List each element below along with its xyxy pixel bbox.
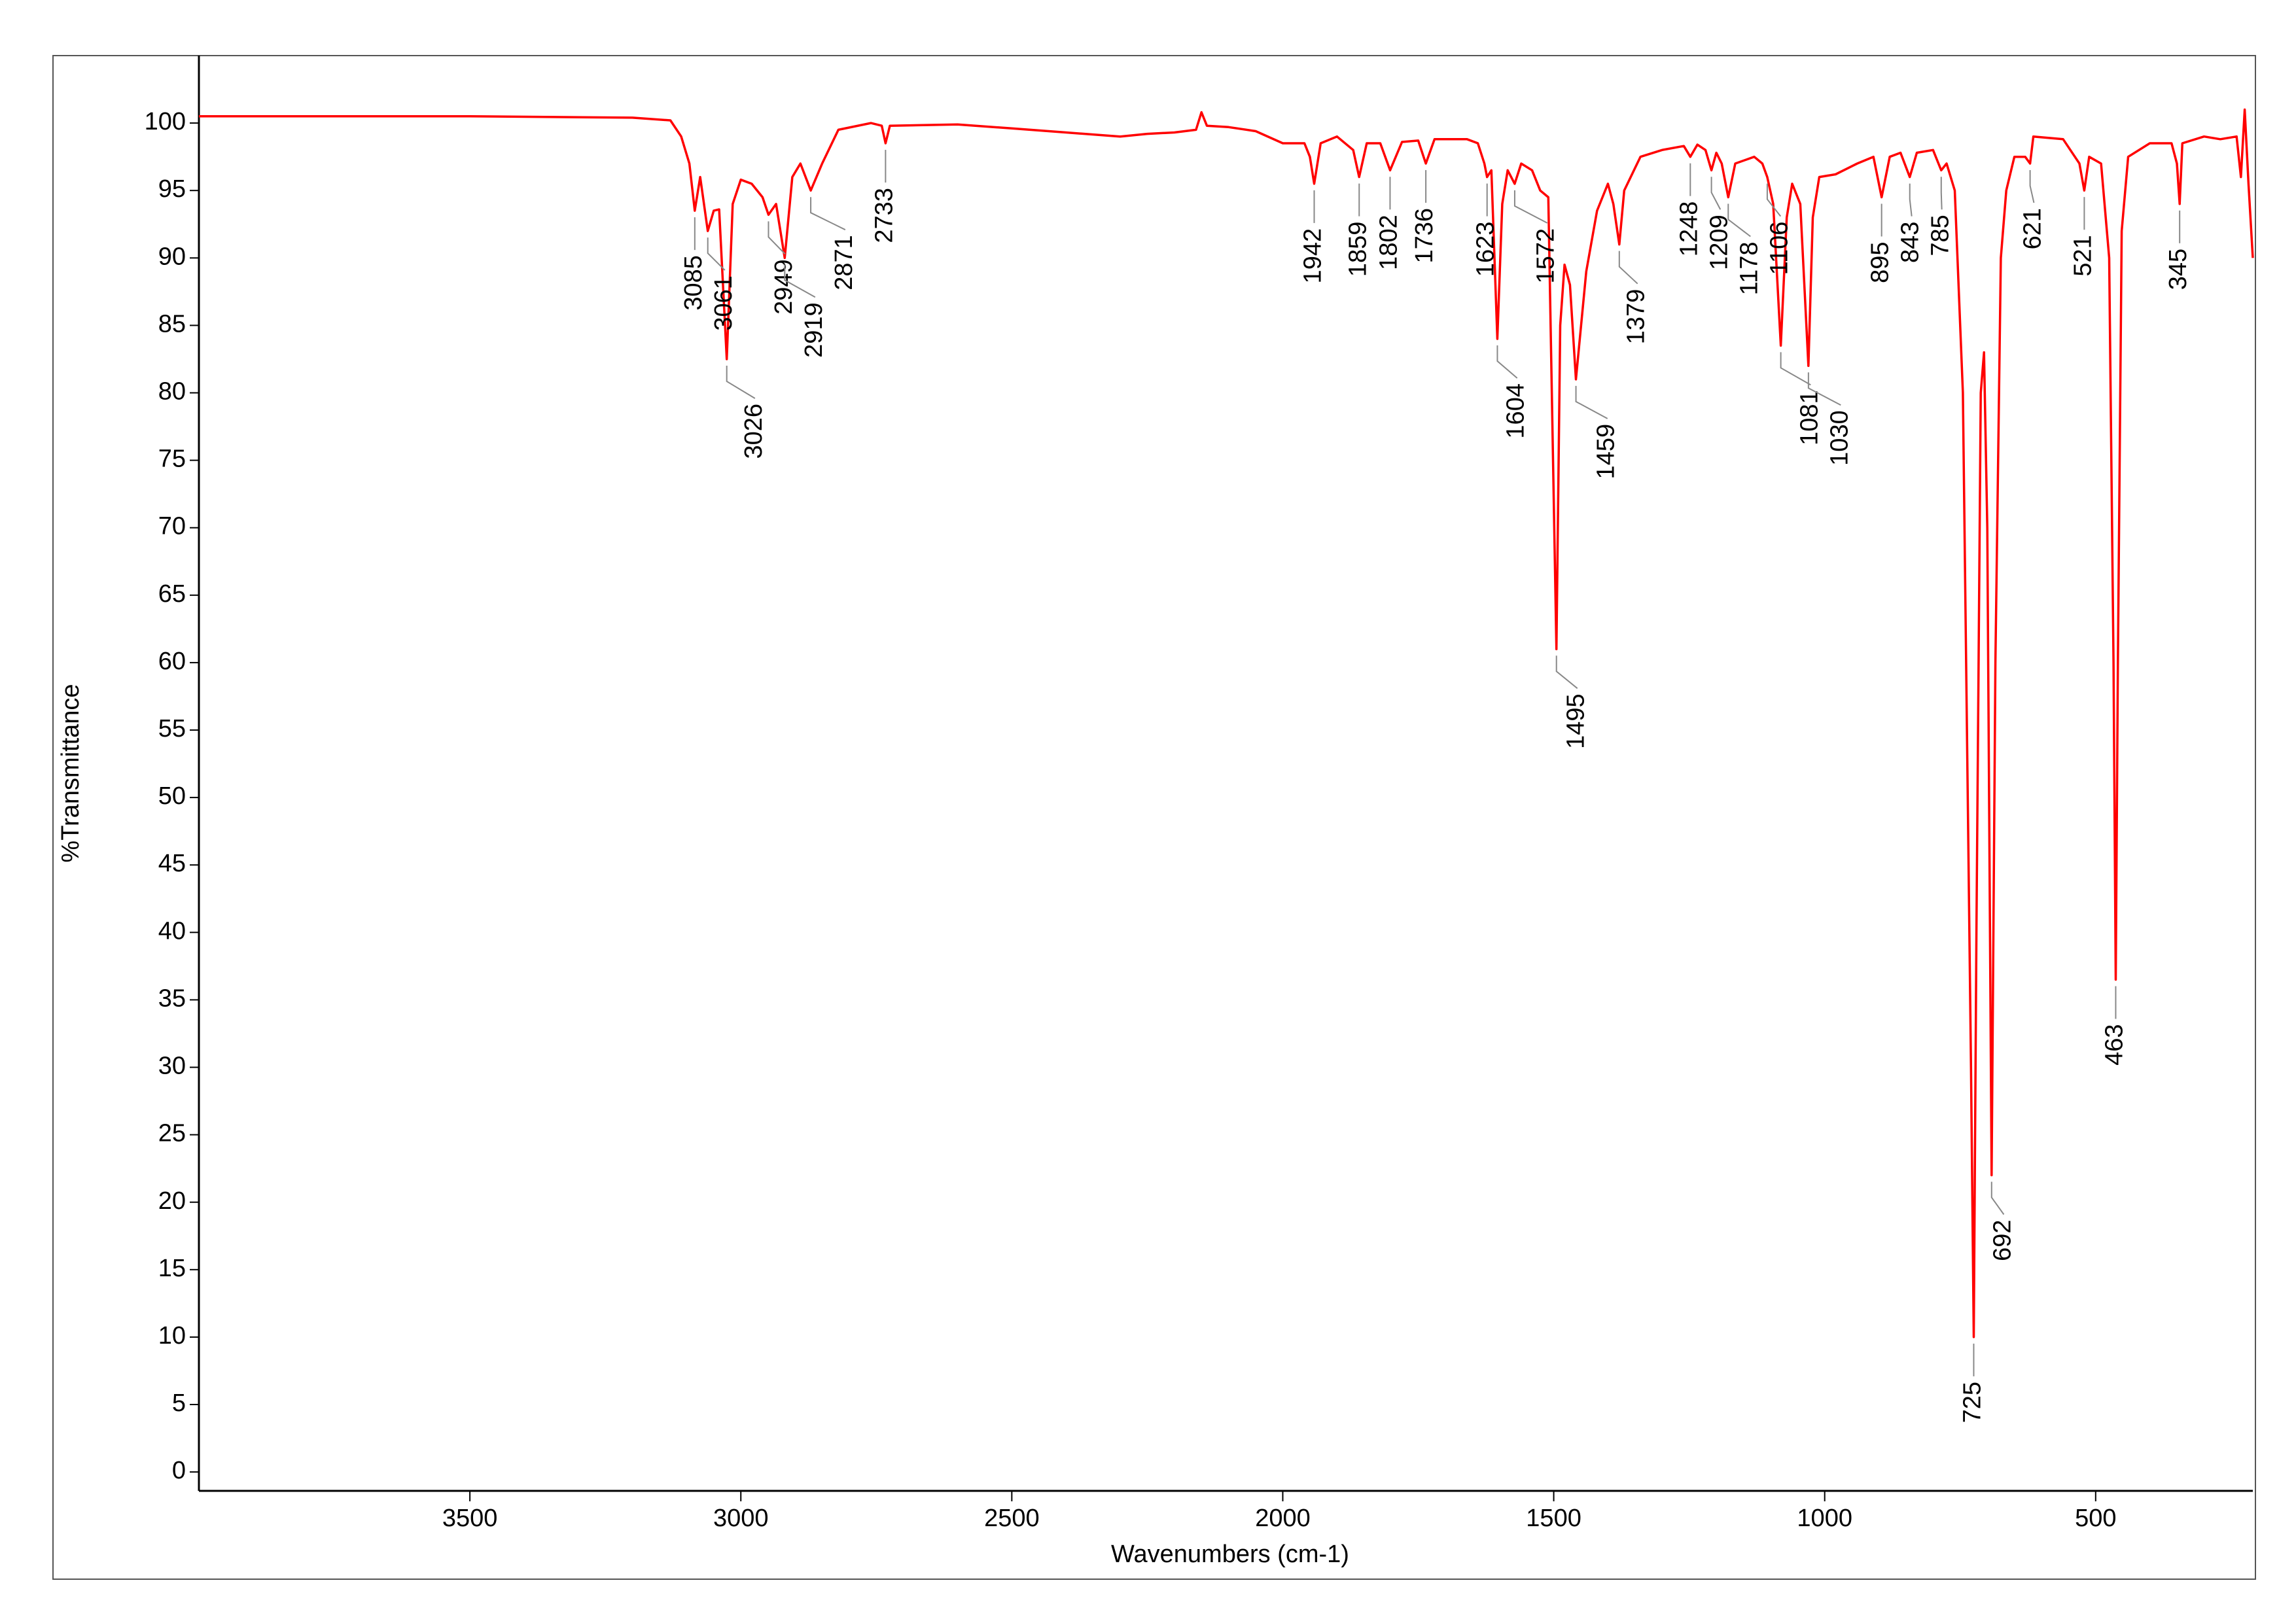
y-tick-label: 35: [158, 985, 186, 1012]
peak-label: 2949: [770, 259, 798, 315]
peak-label: 2919: [800, 302, 828, 358]
peak-label: 621: [2019, 208, 2046, 249]
peak-label: 1030: [1826, 410, 1853, 466]
y-tick-label: 30: [158, 1053, 186, 1080]
peak-label: 3061: [710, 275, 737, 331]
x-tick-label: 1000: [1797, 1505, 1852, 1532]
y-tick-label: 65: [158, 580, 186, 608]
peak-label: 1942: [1299, 228, 1327, 284]
y-tick-label: 15: [158, 1255, 186, 1282]
peak-label: 2871: [830, 235, 858, 290]
peak-leader: [1496, 345, 1518, 379]
peak-leader: [1575, 385, 1608, 419]
peak-leader: [1780, 352, 1811, 386]
peak-leader: [810, 197, 846, 231]
x-tick-label: 500: [2075, 1505, 2116, 1532]
y-tick-label: 80: [158, 378, 186, 406]
peak-label: 895: [1867, 242, 1894, 283]
peak-leader: [1513, 190, 1548, 224]
peak-label: 692: [1988, 1219, 2016, 1261]
peak-leader: [1990, 1181, 2005, 1215]
peak-label: 1859: [1344, 222, 1371, 277]
y-tick-label: 5: [172, 1389, 186, 1417]
peak-leader: [1766, 183, 1782, 217]
peak-label: 1379: [1623, 289, 1650, 345]
y-tick-label: 20: [158, 1187, 186, 1215]
peak-leader: [1940, 177, 1943, 210]
y-tick-label: 55: [158, 715, 186, 742]
peak-leader: [1807, 372, 1841, 406]
peak-leader: [1727, 203, 1751, 237]
y-tick-label: 25: [158, 1120, 186, 1147]
peak-label: 3026: [740, 404, 768, 459]
spectrum-line: [199, 108, 2254, 1338]
y-tick-label: 85: [158, 310, 186, 338]
peak-leader: [768, 221, 786, 255]
y-tick-label: 70: [158, 513, 186, 540]
peak-label: 1623: [1472, 222, 1500, 277]
peak-label: 463: [2100, 1024, 2128, 1065]
y-tick-label: 50: [158, 782, 186, 810]
x-tick-label: 1500: [1526, 1505, 1581, 1532]
peak-label: 2733: [870, 188, 898, 243]
y-axis-label: %Transmittance: [57, 684, 84, 862]
peak-label: 725: [1958, 1382, 1986, 1423]
peak-label: 1802: [1375, 215, 1402, 270]
peak-label: 1106: [1765, 222, 1793, 275]
y-tick-label: 10: [158, 1322, 186, 1350]
y-tick-label: 40: [158, 917, 186, 945]
x-tick-label: 2000: [1255, 1505, 1311, 1532]
y-tick-label: 0: [172, 1457, 186, 1484]
peak-label: 1459: [1593, 424, 1620, 480]
peak-label: 521: [2069, 235, 2096, 276]
y-tick-label: 90: [158, 243, 186, 270]
x-tick-label: 2500: [984, 1505, 1040, 1532]
frame: [52, 55, 2256, 1580]
y-tick-label: 100: [145, 108, 186, 135]
y-tick-label: 60: [158, 648, 186, 675]
x-tick-label: 3500: [442, 1505, 498, 1532]
peak-label: 1572: [1532, 228, 1560, 284]
peak-label: 1248: [1675, 201, 1703, 257]
peak-label: 1178: [1735, 242, 1763, 296]
peak-leader: [1555, 655, 1578, 689]
peak-label: 1209: [1705, 215, 1733, 270]
y-tick-label: 75: [158, 445, 186, 473]
peak-label: 1495: [1563, 693, 1590, 749]
peak-leader: [1618, 251, 1638, 285]
peak-label: 1604: [1502, 383, 1530, 439]
x-axis-label: Wavenumbers (cm-1): [1111, 1541, 1349, 1568]
peak-label: 345: [2164, 249, 2192, 290]
peak-leader: [784, 264, 816, 298]
peak-leader: [726, 365, 756, 399]
peak-leader: [2029, 169, 2035, 203]
peak-leader: [707, 237, 726, 271]
peak-label: 843: [1897, 222, 1924, 263]
peak-label: 3085: [680, 255, 707, 311]
y-tick-label: 45: [158, 850, 186, 877]
peak-label: 1081: [1795, 390, 1823, 445]
y-tick-label: 95: [158, 175, 186, 203]
peak-leader: [1710, 177, 1722, 210]
peak-leader: [1909, 183, 1913, 217]
x-tick-label: 3000: [713, 1505, 769, 1532]
peak-label: 785: [1927, 215, 1954, 256]
peak-label: 1736: [1411, 208, 1438, 264]
